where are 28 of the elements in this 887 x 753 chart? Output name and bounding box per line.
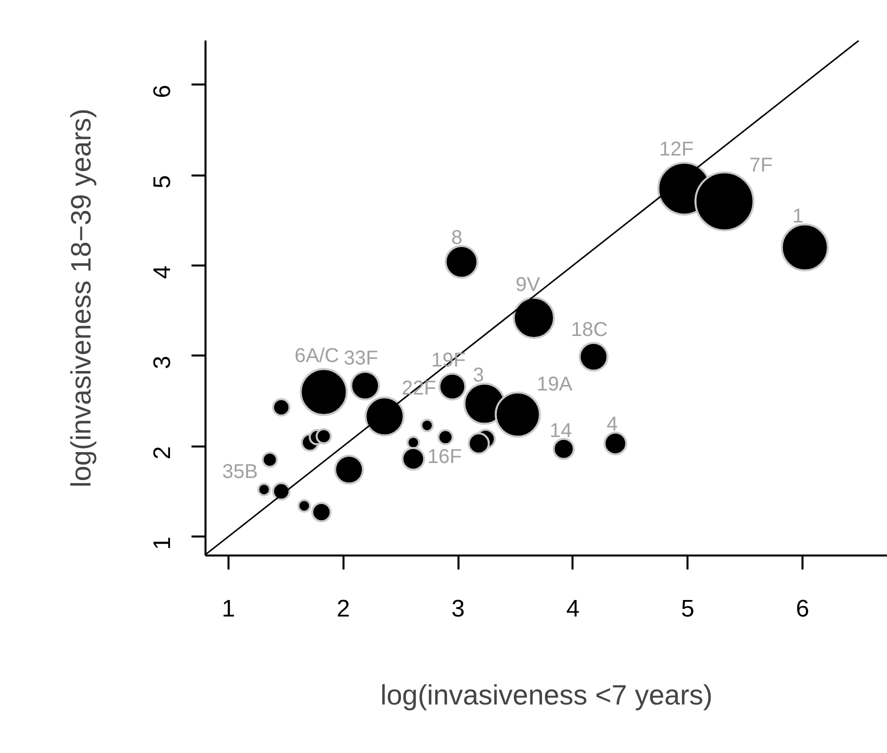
x-tick-label: 6 [796,596,810,622]
x-tick-label: 1 [222,596,236,622]
y-tick-label: 3 [149,356,176,370]
annotation: 3 [472,364,484,387]
annotation: 8 [451,226,462,249]
annotation: 1 [792,205,804,228]
annotation: 18C [571,318,608,341]
y-tick-label: 4 [149,265,176,279]
annotation: 7F [749,154,773,177]
annotation: 4 [606,414,618,436]
annotation: 9V [516,274,541,296]
x-tick-label: 4 [566,596,580,622]
y-tick-label: 1 [149,536,176,550]
annotation: 16F [427,446,462,468]
annotation: 12F [659,138,694,161]
annotation: 35B [222,461,258,484]
annotation: 6A/C [294,344,340,367]
x-tick-label: 5 [681,596,694,622]
annotation: 14 [550,420,572,442]
y-tick-label: 6 [149,84,176,98]
y-axis-title: log(invasiveness 18−39 years) [66,108,96,488]
x-axis-title: log(invasiveness <7 years) [380,680,713,710]
x-tick-label: 3 [451,596,465,622]
y-tick-label: 2 [149,446,176,460]
annotation: 33F [344,348,378,370]
annotation: 19A [536,373,573,396]
y-tick-label: 5 [149,175,176,188]
x-tick-label: 2 [336,596,350,622]
